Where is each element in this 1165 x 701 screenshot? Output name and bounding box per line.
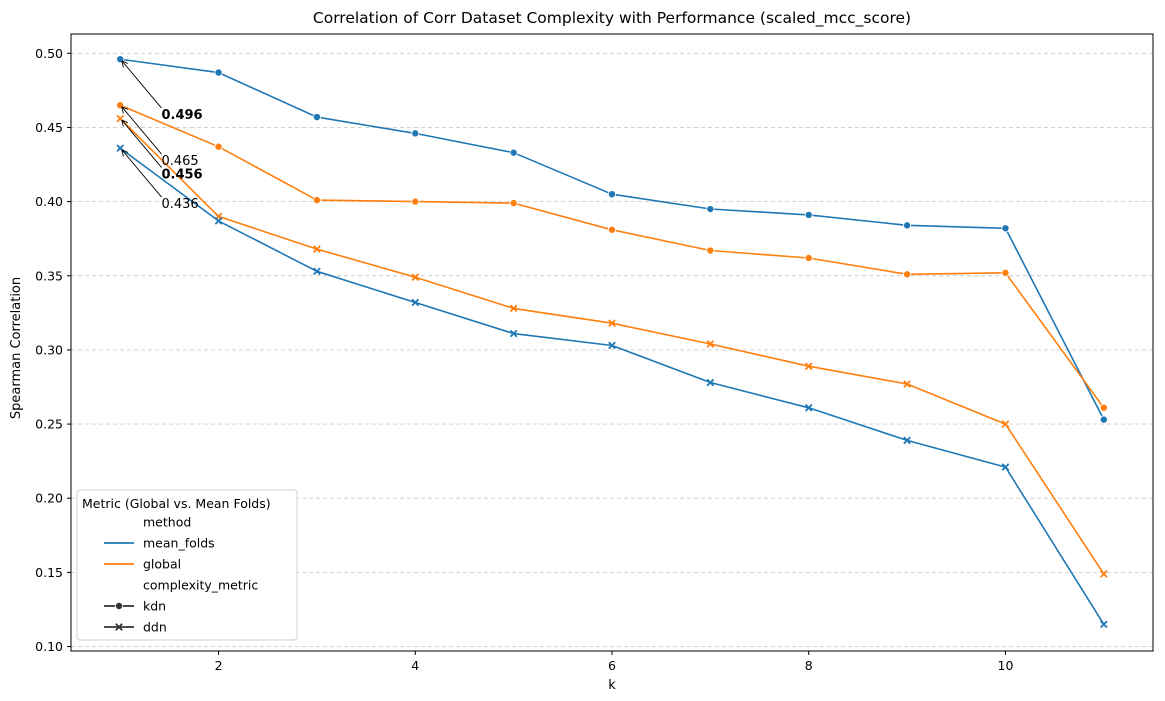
legend-label: mean_folds [143,536,215,551]
series-mean-folds-ddn-point [509,329,518,338]
annotation-label: 0.496 [161,108,202,123]
series-mean-folds-kdn-point [706,205,715,214]
series-global-ddn-point [1099,570,1108,578]
grid [71,52,1153,648]
x-tick-label: 8 [805,658,813,673]
y-tick-label: 0.40 [35,194,63,209]
series-global-kdn-point [1099,403,1108,412]
legend-entry-kdn: kdn [104,599,166,614]
legend-marker [115,623,123,631]
series-mean-folds-ddn-point [1001,463,1010,471]
series-global-ddn-point [804,362,813,371]
y-tick-label: 0.45 [35,120,63,135]
y-tick-label: 0.30 [35,342,63,357]
series-global-ddn-point [313,245,321,253]
series-global-kdn [116,101,1108,412]
chart-title: Correlation of Corr Dataset Complexity w… [313,9,911,28]
y-tick-label: 0.25 [35,417,63,432]
series-mean-folds-ddn-point [903,436,911,445]
series-global-ddn-point [903,380,911,388]
series-mean-folds-kdn-point [804,210,813,219]
annotation-arrow [122,150,162,198]
series-global-kdn-point [804,253,813,262]
series-mean-folds-kdn-point [509,148,518,157]
series-mean-folds-kdn-point [1099,415,1108,424]
annotation-arrow [122,121,162,168]
series-global-ddn-point [509,304,518,313]
annotation-label: 0.436 [161,197,198,212]
x-tick-label: 4 [411,658,419,673]
legend-entry-ddn: ddn [104,620,167,635]
series-mean-folds-ddn-point [608,341,616,350]
y-tick-label: 0.50 [35,46,63,61]
series-global-ddn-point [706,340,715,348]
series-global-ddn-point [1001,420,1010,428]
x-axis-label: k [608,678,616,693]
legend-entry-complexity-metric: complexity_metric [143,578,258,593]
series-mean-folds-kdn-point [1001,224,1010,233]
legend-label: method [143,515,191,530]
series-mean-folds-ddn-point [1099,620,1108,629]
series-global-kdn-point [608,225,617,234]
legend-label: kdn [143,599,166,614]
series-mean-folds-ddn-point [214,217,223,225]
series-mean-folds-ddn-point [411,298,420,307]
y-tick-label: 0.35 [35,268,63,283]
y-tick-label: 0.10 [35,639,63,654]
x-tick-label: 2 [215,658,223,673]
series-mean-folds-ddn-point [706,378,715,387]
legend-label: complexity_metric [143,578,258,593]
series-global-kdn-point [903,270,912,279]
axis-ticks: 0.10 0.15 0.20 0.25 0.30 0.35 0.40 0.45 0.50 2 4 6 8… [35,46,1013,673]
series-mean-folds-ddn-point [804,403,813,412]
series-global-ddn-point [411,273,420,282]
x-tick-label: 6 [608,658,616,673]
series-mean-folds-kdn [116,55,1108,424]
y-axis-label: Spearman Correlation [9,277,24,419]
series-global-ddn [116,114,1108,578]
series-global-kdn-point [706,246,715,255]
series-mean-folds-kdn-point [214,68,223,77]
x-tick-label: 10 [998,658,1014,673]
series-mean-folds-ddn [116,144,1108,629]
series-mean-folds-kdn-point [411,129,420,138]
annotation-arrow [122,61,162,109]
series-global-ddn-point [608,319,616,328]
series-global-kdn-point [312,196,321,205]
y-tick-label: 0.20 [35,491,63,506]
legend: Metric (Global vs. Mean Folds) method mean… [76,489,298,641]
series-mean-folds-kdn-point [608,190,617,199]
legend-box [76,489,298,641]
series-global-kdn-point [509,199,518,208]
legend-entry-mean-folds: mean_folds [104,536,215,551]
legend-marker [115,602,124,611]
series-global-kdn-line [119,104,1105,409]
annotation-arrow [122,107,162,155]
series-global-kdn-point [1001,268,1010,277]
legend-entry-global: global [104,557,181,572]
legend-label: ddn [143,620,167,635]
legend-title: Metric (Global vs. Mean Folds) [82,496,271,511]
series-mean-folds-kdn-point [903,221,912,230]
y-tick-label: 0.15 [35,565,63,580]
annotation-label: 0.465 [161,154,198,169]
series-mean-folds-ddn-point [313,267,321,276]
annotation-label: 0.456 [161,167,202,182]
series-global-kdn-point [214,142,223,151]
legend-entry-method: method [143,515,191,530]
series-global-kdn-point [411,197,420,206]
series-mean-folds-kdn-point [312,113,321,122]
series-layer [116,55,1108,629]
series-mean-folds-kdn-line [120,58,1105,420]
legend-label: global [143,557,181,572]
